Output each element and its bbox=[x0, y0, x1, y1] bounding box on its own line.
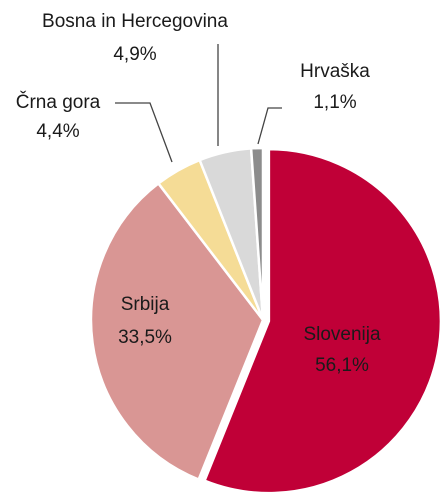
slice-value-label: 1,1% bbox=[313, 92, 356, 113]
leader-line bbox=[257, 107, 282, 145]
slice-value-label: 4,4% bbox=[36, 121, 79, 142]
pie bbox=[89, 146, 441, 493]
slice-label: Hrvaška bbox=[300, 61, 370, 82]
leader-line bbox=[115, 102, 173, 163]
slice-label: Bosna in Hercegovina bbox=[42, 11, 228, 32]
slice-label: Črna gora bbox=[16, 91, 101, 113]
slice-value-label: 4,9% bbox=[113, 44, 156, 65]
pie-slice bbox=[89, 181, 265, 482]
slice-label: Srbija bbox=[121, 294, 170, 315]
pie-slice bbox=[202, 147, 441, 493]
slice-value-label: 33,5% bbox=[118, 327, 172, 348]
slice-label: Slovenija bbox=[303, 324, 381, 345]
pie-slice bbox=[249, 146, 265, 321]
slice-value-label: 56,1% bbox=[315, 355, 369, 376]
